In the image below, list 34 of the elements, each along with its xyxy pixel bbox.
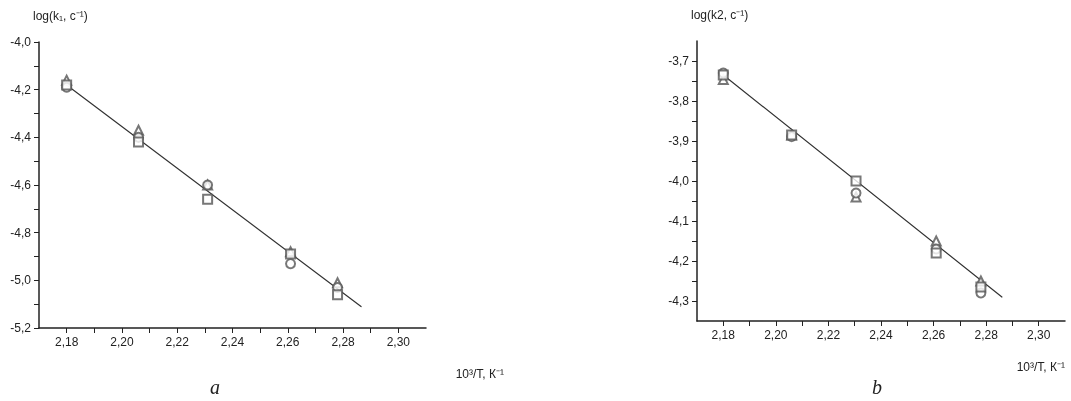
x-tick-label: 2,20 — [764, 328, 788, 342]
y-tick-label: -4,2 — [10, 82, 32, 97]
y-tick-label: -4,3 — [668, 294, 690, 308]
x-tick-label: 2,18 — [54, 335, 79, 349]
x-tick-label: 2,24 — [869, 328, 893, 342]
y-tick-label: -4,1 — [668, 214, 690, 228]
text: b — [872, 376, 882, 398]
y-tick-label: -5,2 — [10, 321, 32, 335]
x-tick-label: 2,30 — [1027, 328, 1051, 342]
y-tick-label: -4,6 — [10, 178, 32, 192]
x-tick-label: 2,30 — [386, 335, 411, 349]
x-tick-label: 2,22 — [816, 328, 841, 342]
x-tick-label: 2,24 — [220, 335, 245, 349]
x-axis-title: 10³/T, К⁻¹ — [1016, 360, 1066, 374]
x-tick-label: 2,20 — [110, 335, 134, 349]
y-tick-label: -5,0 — [10, 273, 32, 288]
y-tick-label: -4,0 — [668, 174, 690, 188]
x-axis-title: 10³/T, К⁻¹ — [455, 367, 505, 381]
y-tick-label: -3,9 — [668, 134, 690, 148]
y-tick-label: -4,0 — [10, 35, 32, 49]
y-tick-label: -3,7 — [668, 54, 690, 68]
y-tick-label: -4,2 — [668, 254, 690, 268]
y-axis-title: log(k2, c⁻¹) — [691, 8, 749, 22]
text: a — [210, 376, 220, 398]
x-tick-label: 2,28 — [331, 335, 356, 349]
y-tick-label: -4,4 — [10, 130, 32, 145]
x-tick-label: 2,18 — [711, 328, 736, 342]
x-tick-label: 2,26 — [921, 328, 946, 342]
y-tick-label: -3,8 — [668, 94, 690, 108]
x-tick-label: 2,22 — [165, 335, 190, 349]
y-axis-title: log(k₁, c⁻¹) — [33, 9, 88, 23]
x-tick-label: 2,26 — [276, 335, 300, 349]
x-tick-label: 2,28 — [974, 328, 999, 342]
y-tick-label: -4,8 — [10, 225, 32, 240]
